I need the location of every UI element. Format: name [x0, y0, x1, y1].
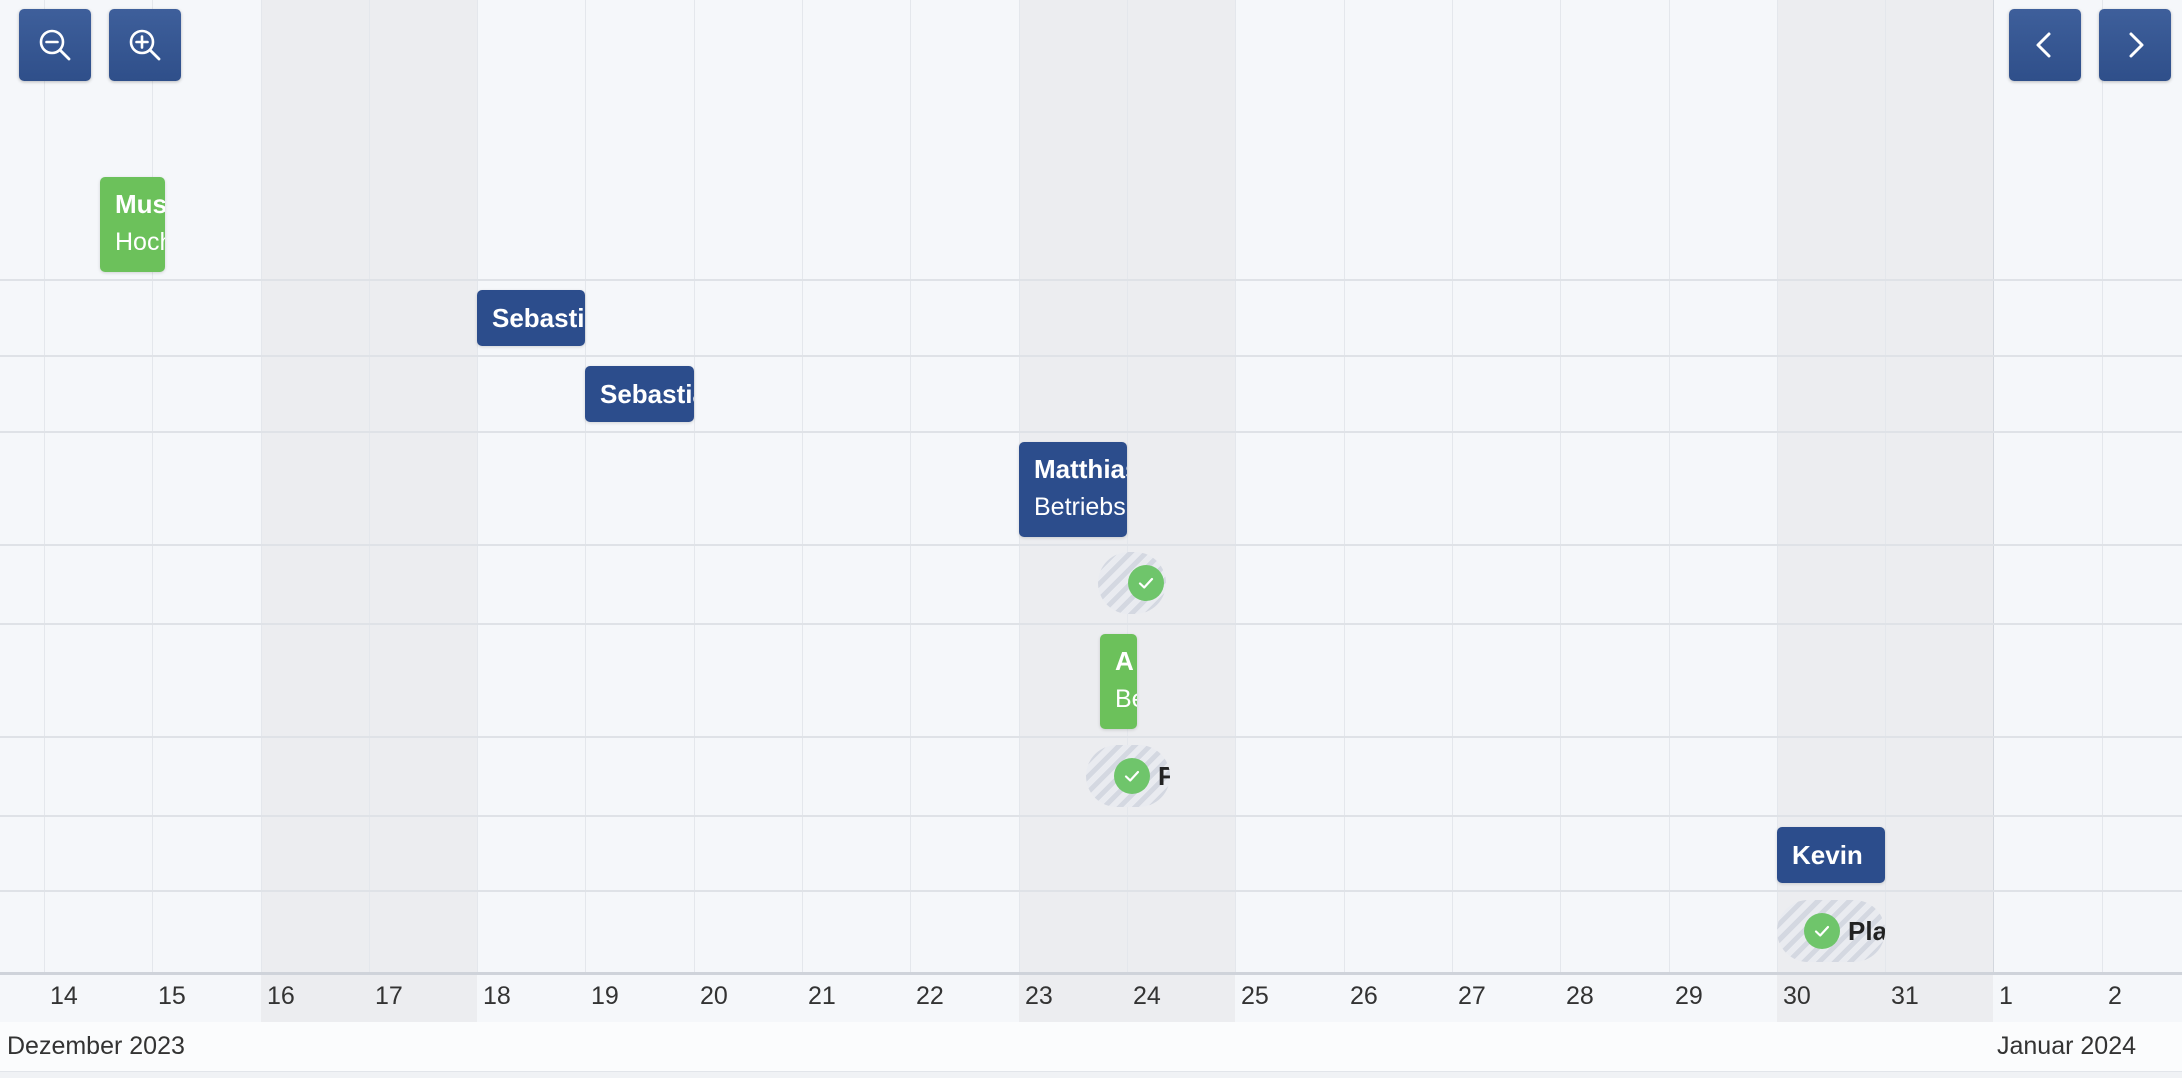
day-label: 27: [1458, 982, 1486, 1010]
day-label: 22: [916, 982, 944, 1010]
row-line: [0, 623, 2182, 625]
grid-line: [1777, 0, 1778, 975]
row-line: [0, 431, 2182, 433]
month-boundary-line: [1993, 0, 1994, 975]
pending-title: F: [1158, 761, 1170, 791]
zoom-out-button[interactable]: [19, 9, 91, 81]
timeline-frame-bottom: [0, 1071, 2182, 1078]
month-label: Januar 2024: [1997, 1032, 2137, 1060]
zoom-out-icon: [39, 29, 71, 61]
day-label: 18: [483, 982, 511, 1010]
day-label: 31: [1891, 982, 1919, 1010]
event-bar[interactable]: Sebastia: [477, 290, 585, 346]
row-line: [0, 355, 2182, 357]
row-line: [0, 736, 2182, 738]
day-label: 30: [1783, 982, 1811, 1010]
day-label: 15: [158, 982, 186, 1010]
event-subtitle: Hoch: [115, 228, 165, 256]
event-bar[interactable]: Kevin: [1777, 827, 1885, 883]
check-icon: [1114, 758, 1150, 794]
day-label: 26: [1350, 982, 1378, 1010]
grid-line: [585, 0, 586, 975]
day-label: 14: [50, 982, 78, 1010]
month-band: [0, 1022, 2182, 1072]
day-label: 1: [1999, 982, 2013, 1010]
row-line: [0, 544, 2182, 546]
chevron-left-icon: [2036, 32, 2051, 58]
grid-line: [1560, 0, 1561, 975]
check-icon: [1128, 565, 1164, 601]
grid-line: [261, 0, 262, 975]
axis-line: [0, 972, 2182, 975]
day-label: 21: [808, 982, 836, 1010]
grid-line: [1344, 0, 1345, 975]
grid-line: [369, 0, 370, 975]
grid-line: [1235, 0, 1236, 975]
day-label: 17: [375, 982, 403, 1010]
event-bar[interactable]: A Be: [1100, 634, 1137, 729]
event-title: Sebastia: [600, 379, 694, 409]
grid-line: [694, 0, 695, 975]
day-label: 2: [2108, 982, 2122, 1010]
day-label: 29: [1675, 982, 1703, 1010]
event-title: Kevin: [1792, 840, 1863, 870]
row-line: [0, 279, 2182, 281]
day-label: 19: [591, 982, 619, 1010]
grid-line: [802, 0, 803, 975]
grid-line: [152, 0, 153, 975]
day-label: 20: [700, 982, 728, 1010]
pending-request[interactable]: Pla: [1777, 900, 1885, 962]
day-label: 16: [267, 982, 295, 1010]
row-line: [0, 815, 2182, 817]
pending-title: Pla: [1848, 916, 1885, 946]
event-title: Mus: [115, 189, 165, 219]
zoom-in-button[interactable]: [109, 9, 181, 81]
grid-line: [477, 0, 478, 975]
chevron-right-icon: [2129, 32, 2144, 58]
grid-line: [1452, 0, 1453, 975]
day-label: 28: [1566, 982, 1594, 1010]
grid-line: [910, 0, 911, 975]
check-icon: [1804, 913, 1840, 949]
event-subtitle: Betriebs: [1034, 493, 1126, 521]
previous-button[interactable]: [2009, 9, 2081, 81]
day-label: 25: [1241, 982, 1269, 1010]
day-label: 24: [1133, 982, 1161, 1010]
pending-request[interactable]: [1098, 552, 1166, 614]
event-title: Matthias: [1034, 454, 1127, 484]
grid-line: [44, 0, 45, 975]
event-bar[interactable]: Matthias Betriebs: [1019, 442, 1127, 537]
month-label: Dezember 2023: [7, 1032, 185, 1060]
zoom-in-icon: [129, 29, 161, 61]
event-subtitle: Be: [1115, 685, 1137, 713]
grid-line: [2102, 0, 2103, 975]
event-title: Sebastia: [492, 303, 585, 333]
event-bar[interactable]: Sebastia: [585, 366, 694, 422]
next-button[interactable]: [2099, 9, 2171, 81]
grid-line: [1885, 0, 1886, 975]
pending-request[interactable]: F: [1086, 745, 1170, 807]
event-title: A: [1115, 646, 1134, 676]
event-bar[interactable]: Mus Hoch: [100, 177, 165, 272]
grid-line: [1669, 0, 1670, 975]
grid-line: [1127, 0, 1128, 975]
row-line: [0, 890, 2182, 892]
day-label: 23: [1025, 982, 1053, 1010]
